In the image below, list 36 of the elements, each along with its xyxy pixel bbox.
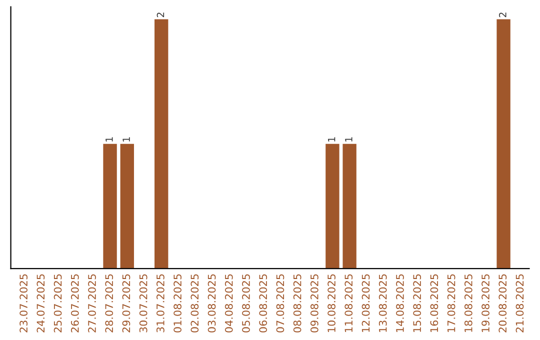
- x-tick-label: 01.08.2025: [174, 274, 182, 332]
- x-tick-label: 09.08.2025: [310, 274, 318, 332]
- data-label: 1: [122, 137, 130, 142]
- x-tick-label: 04.08.2025: [224, 274, 233, 332]
- data-label: 2: [156, 12, 164, 18]
- x-tick-label: 21.08.2025: [516, 274, 524, 332]
- x-tick-label: 20.08.2025: [498, 274, 507, 332]
- x-tick-label: 31.07.2025: [156, 274, 164, 332]
- x-tick-label: 05.08.2025: [242, 274, 250, 332]
- x-tick-label: 13.08.2025: [378, 274, 387, 332]
- x-tick-label: 30.07.2025: [139, 274, 148, 332]
- x-tick-label: 03.08.2025: [208, 274, 216, 332]
- x-tick-label: 14.08.2025: [396, 274, 404, 332]
- x-tick-label: 25.07.2025: [54, 274, 62, 332]
- data-label: 1: [328, 137, 336, 142]
- x-tick-label: 23.07.2025: [20, 274, 28, 332]
- x-tick-label: 06.08.2025: [259, 274, 268, 332]
- x-tick-label: 16.08.2025: [430, 274, 438, 332]
- x-tick-label: 18.08.2025: [464, 274, 472, 332]
- data-label: 1: [106, 137, 113, 142]
- data-label: 2: [499, 12, 506, 18]
- x-tick-label: 12.08.2025: [362, 274, 370, 332]
- x-tick-label: 08.08.2025: [293, 274, 302, 332]
- data-label: 1: [345, 137, 352, 142]
- x-tick-label: 10.08.2025: [328, 274, 336, 332]
- x-tick-label: 19.08.2025: [482, 274, 490, 332]
- x-tick-label: 07.08.2025: [276, 274, 284, 332]
- x-tick-label: 17.08.2025: [447, 274, 456, 332]
- x-tick-label: 24.07.2025: [36, 274, 45, 332]
- x-tick-label: 27.07.2025: [88, 274, 96, 332]
- x-tick-label: 02.08.2025: [190, 274, 199, 332]
- x-tick-label: 11.08.2025: [344, 274, 353, 332]
- x-tick-label: 15.08.2025: [413, 274, 422, 332]
- x-tick-label: 28.07.2025: [105, 274, 114, 332]
- x-tick-label: 26.07.2025: [70, 274, 79, 332]
- x-tick-label: 29.07.2025: [122, 274, 130, 332]
